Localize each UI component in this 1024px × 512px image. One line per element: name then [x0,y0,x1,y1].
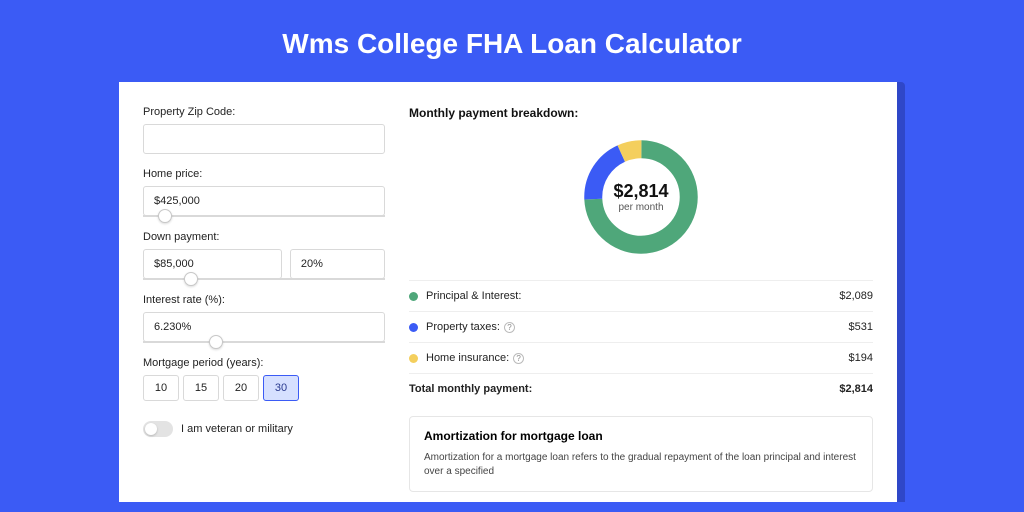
period-label: Mortgage period (years): [143,357,385,369]
down-percent-input[interactable] [290,249,385,279]
price-field-group: Home price: [143,168,385,217]
period-btn-20[interactable]: 20 [223,375,259,401]
rate-field-group: Interest rate (%): [143,294,385,343]
price-input[interactable] [143,186,385,216]
legend-row: Principal & Interest:$2,089 [409,280,873,311]
info-icon[interactable]: ? [504,322,515,333]
down-amount-input[interactable] [143,249,282,279]
down-slider[interactable] [143,278,385,280]
zip-field-group: Property Zip Code: [143,106,385,154]
veteran-label: I am veteran or military [181,423,293,435]
price-slider[interactable] [143,215,385,217]
form-column: Property Zip Code: Home price: Down paym… [143,106,385,502]
legend-swatch [409,354,418,363]
legend-row: Home insurance:?$194 [409,342,873,373]
rate-input[interactable] [143,312,385,342]
legend-label: Principal & Interest: [426,290,839,302]
page-title: Wms College FHA Loan Calculator [0,0,1024,82]
donut-center: $2,814 per month [578,134,704,260]
price-slider-thumb[interactable] [158,209,172,223]
period-btn-30[interactable]: 30 [263,375,299,401]
panel-shadow: Property Zip Code: Home price: Down paym… [119,82,905,502]
amortization-title: Amortization for mortgage loan [424,429,858,443]
legend-value: $2,089 [839,290,873,302]
veteran-toggle[interactable] [143,421,173,437]
rate-label: Interest rate (%): [143,294,385,306]
donut-sub: per month [618,202,663,213]
legend-value: $194 [849,352,873,364]
period-field-group: Mortgage period (years): 10152030 [143,357,385,401]
veteran-row: I am veteran or military [143,421,385,437]
down-field-group: Down payment: [143,231,385,280]
amortization-box: Amortization for mortgage loan Amortizat… [409,416,873,492]
legend-swatch [409,292,418,301]
legend-total-row: Total monthly payment: $2,814 [409,373,873,404]
legend-label: Home insurance:? [426,352,849,364]
calculator-panel: Property Zip Code: Home price: Down paym… [119,82,897,502]
zip-label: Property Zip Code: [143,106,385,118]
legend-label: Property taxes:? [426,321,849,333]
zip-input[interactable] [143,124,385,154]
period-buttons: 10152030 [143,375,385,401]
breakdown-title: Monthly payment breakdown: [409,106,873,120]
total-label: Total monthly payment: [409,383,839,395]
donut-chart: $2,814 per month [578,134,704,260]
period-btn-15[interactable]: 15 [183,375,219,401]
price-label: Home price: [143,168,385,180]
donut-wrap: $2,814 per month [409,130,873,280]
legend-value: $531 [849,321,873,333]
rate-slider[interactable] [143,341,385,343]
total-value: $2,814 [839,383,873,395]
down-slider-thumb[interactable] [184,272,198,286]
down-label: Down payment: [143,231,385,243]
amortization-text: Amortization for a mortgage loan refers … [424,451,858,479]
breakdown-column: Monthly payment breakdown: $2,814 per mo… [409,106,873,502]
rate-slider-thumb[interactable] [209,335,223,349]
donut-amount: $2,814 [613,181,668,202]
info-icon[interactable]: ? [513,353,524,364]
legend-swatch [409,323,418,332]
period-btn-10[interactable]: 10 [143,375,179,401]
legend-row: Property taxes:?$531 [409,311,873,342]
